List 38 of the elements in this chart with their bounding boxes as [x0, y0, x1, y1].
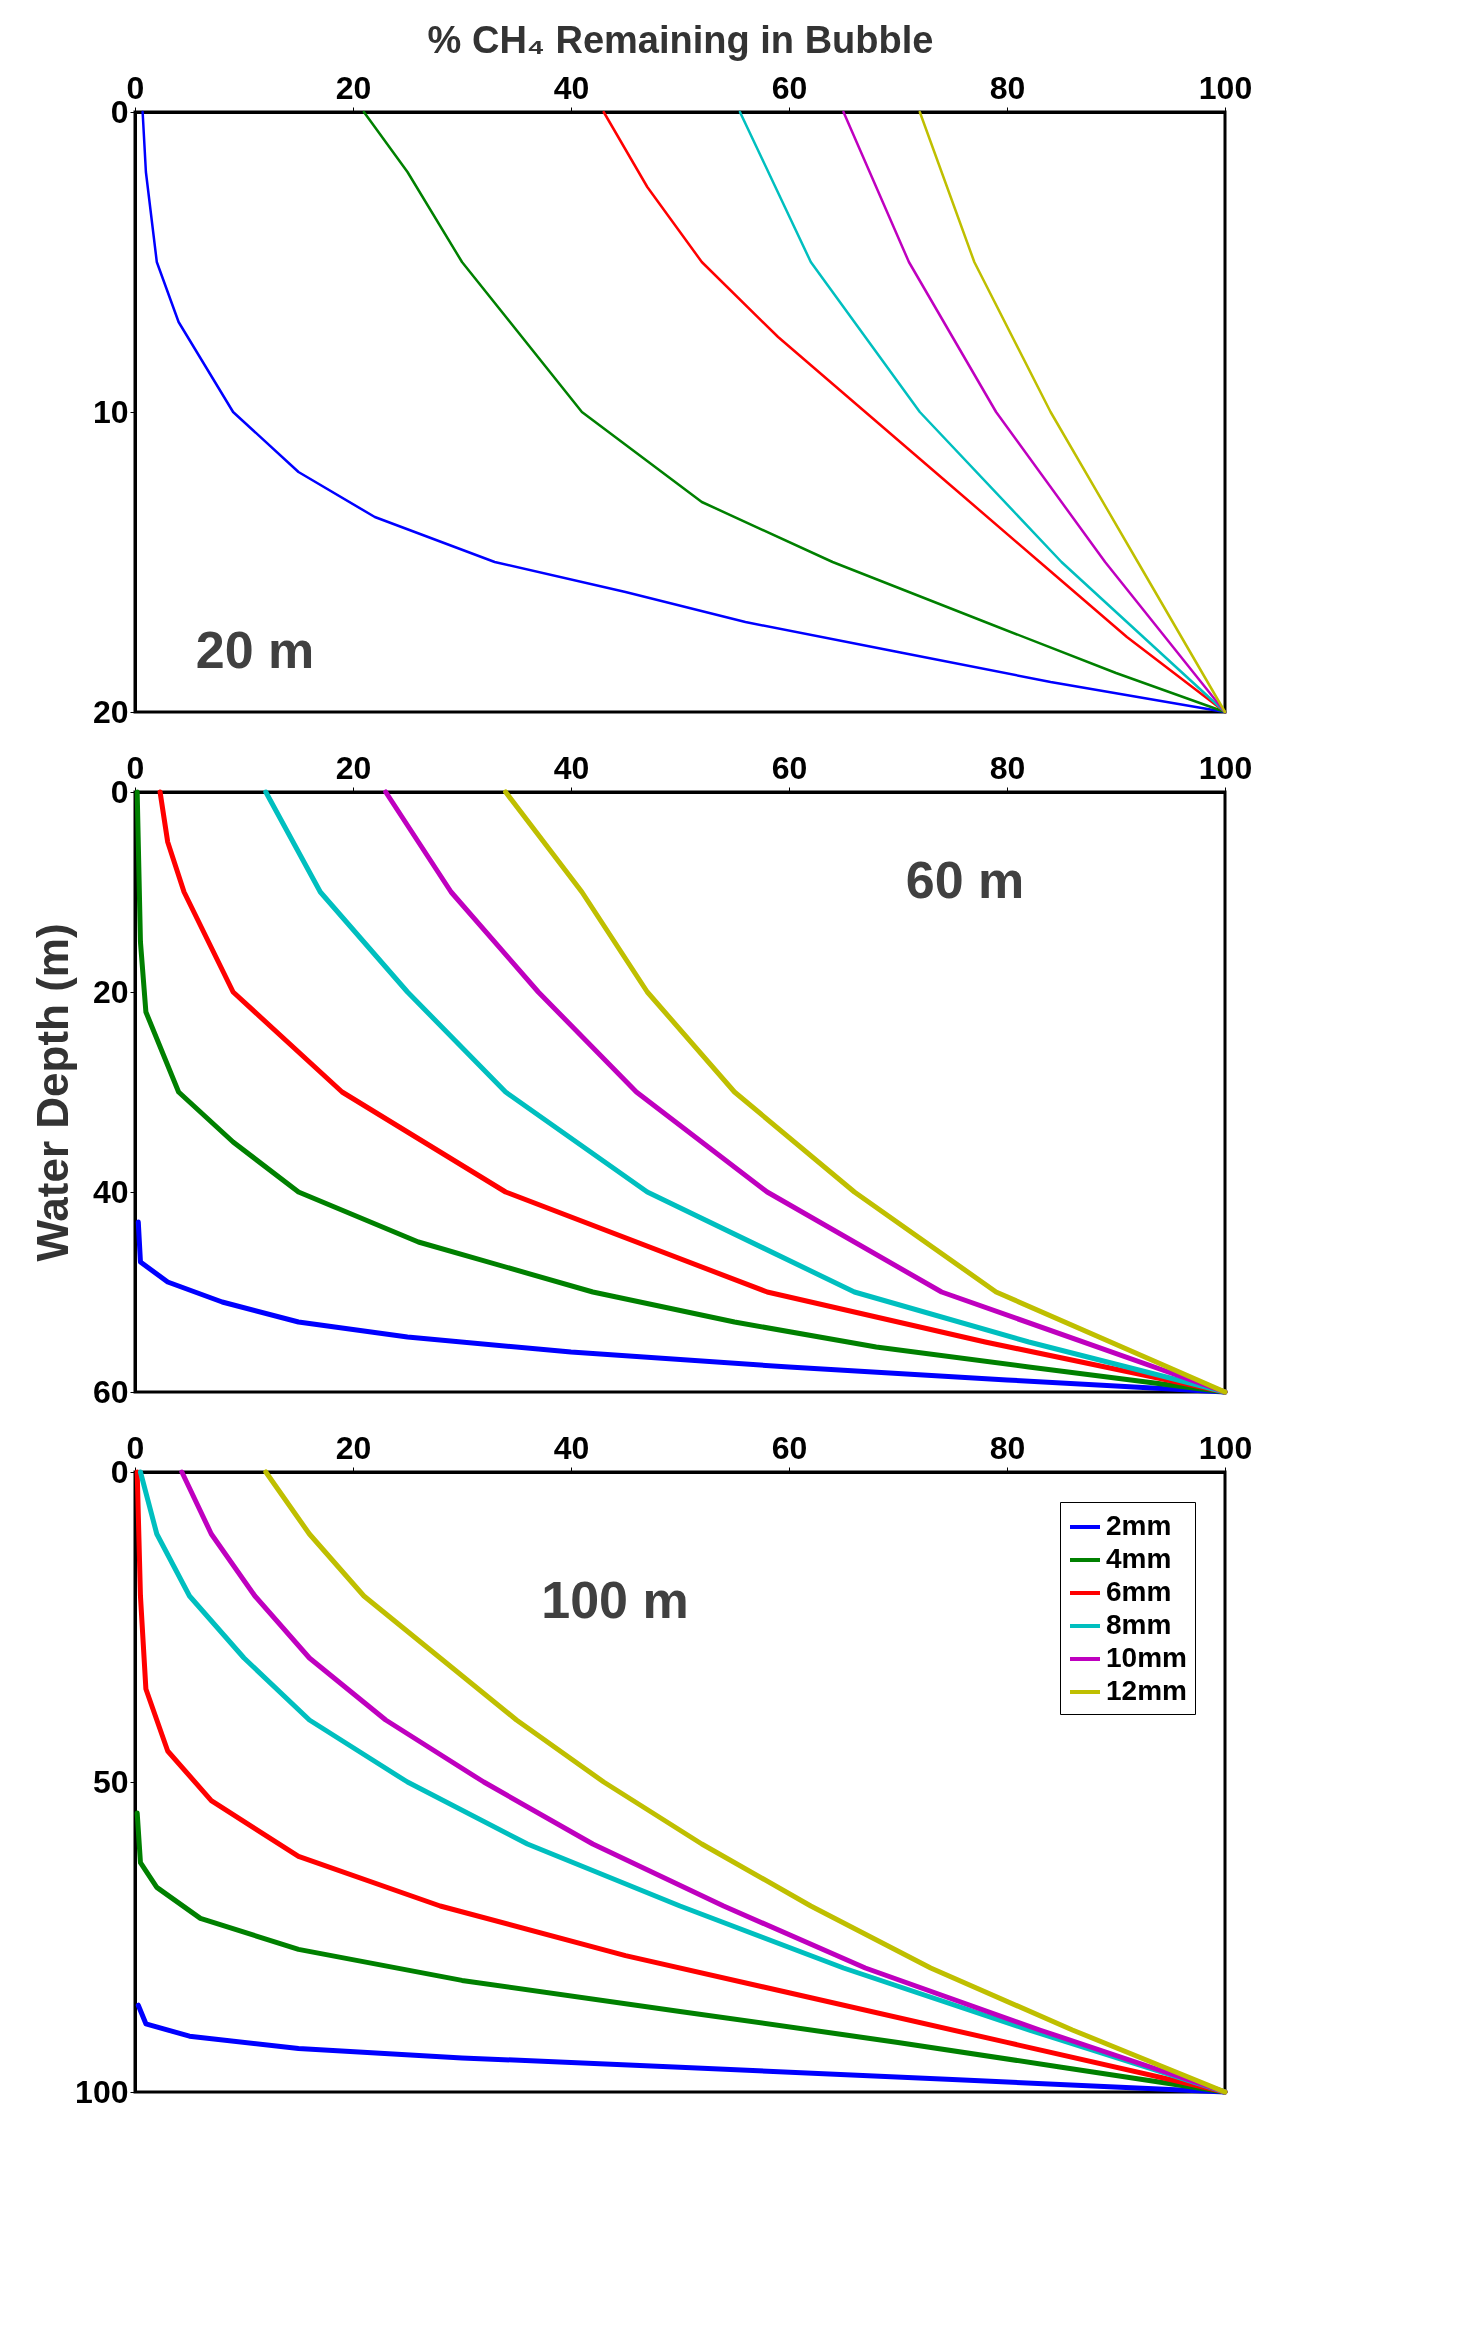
- y-tick-label: 0: [110, 773, 129, 810]
- x-tick-label: 60: [771, 1429, 808, 1466]
- annotation: 20 m: [195, 621, 315, 679]
- x-tick-label: 100: [1198, 69, 1253, 106]
- x-tick-label: 60: [771, 749, 808, 786]
- annotation: 100 m: [541, 1571, 689, 1629]
- x-tick-label: 100: [1198, 749, 1253, 786]
- legend-label: 4mm: [1106, 1543, 1172, 1574]
- y-tick-label: 20: [92, 973, 129, 1010]
- y-tick-label: 20: [92, 693, 129, 730]
- y-tick-label: 40: [92, 1173, 129, 1210]
- y-tick-label: 0: [110, 93, 129, 130]
- x-tick-label: 20: [335, 749, 372, 786]
- x-tick-label: 40: [553, 1429, 590, 1466]
- legend-label: 8mm: [1106, 1609, 1172, 1640]
- legend-label: 12mm: [1106, 1675, 1187, 1706]
- line-series: [918, 110, 1227, 714]
- y-tick-label: 60: [92, 1373, 129, 1410]
- x-tick-label: 80: [989, 1429, 1026, 1466]
- line-series: [362, 110, 1227, 714]
- x-tick-label: 80: [989, 749, 1026, 786]
- y-tick-label: 0: [110, 1453, 129, 1490]
- legend-label: 6mm: [1106, 1576, 1172, 1607]
- legend-label: 10mm: [1106, 1642, 1187, 1673]
- annotation: 60 m: [905, 851, 1025, 909]
- x-axis-title: % CH₄ Remaining in Bubble: [427, 18, 934, 61]
- x-tick-label: 20: [335, 69, 372, 106]
- y-tick-label: 50: [92, 1763, 129, 1800]
- y-tick-label: 10: [92, 393, 129, 430]
- x-tick-label: 40: [553, 749, 590, 786]
- x-tick-label: 20: [335, 1429, 372, 1466]
- x-tick-label: 40: [553, 69, 590, 106]
- y-tick-label: 100: [75, 2073, 129, 2110]
- y-axis-title: Water Depth (m): [27, 923, 77, 1262]
- x-tick-label: 100: [1198, 1429, 1253, 1466]
- legend-label: 2mm: [1106, 1510, 1172, 1541]
- x-tick-label: 80: [989, 69, 1026, 106]
- x-tick-label: 60: [771, 69, 808, 106]
